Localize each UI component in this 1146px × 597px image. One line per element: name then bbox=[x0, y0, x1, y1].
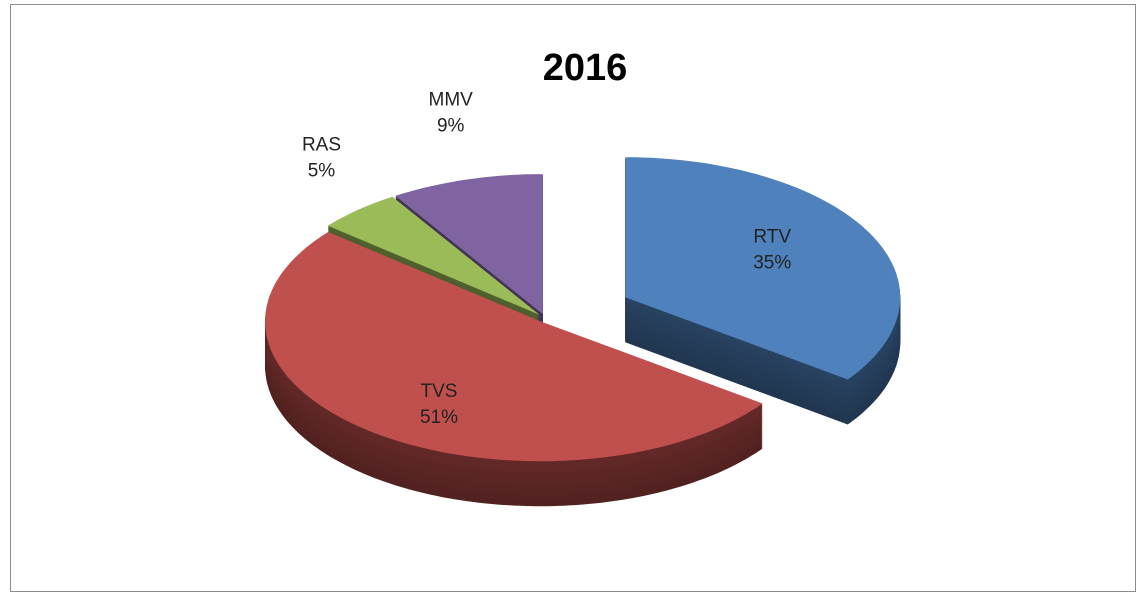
data-label-value: 35% bbox=[753, 253, 791, 274]
data-label-name: RTV bbox=[753, 227, 791, 248]
pie-slice bbox=[625, 157, 901, 425]
data-label-name: RAS bbox=[302, 134, 341, 155]
data-label-value: 51% bbox=[420, 407, 458, 428]
slice-top bbox=[265, 232, 763, 462]
data-label-value: 5% bbox=[308, 160, 336, 181]
data-label-name: MMV bbox=[429, 89, 474, 110]
slice-top bbox=[327, 196, 540, 315]
chart-title: 2016 bbox=[543, 47, 628, 89]
pie-slice bbox=[265, 232, 763, 507]
data-label-name: TVS bbox=[420, 381, 457, 402]
slice-top bbox=[625, 157, 901, 380]
data-label-value: 9% bbox=[437, 115, 465, 136]
slice-top bbox=[395, 174, 543, 315]
